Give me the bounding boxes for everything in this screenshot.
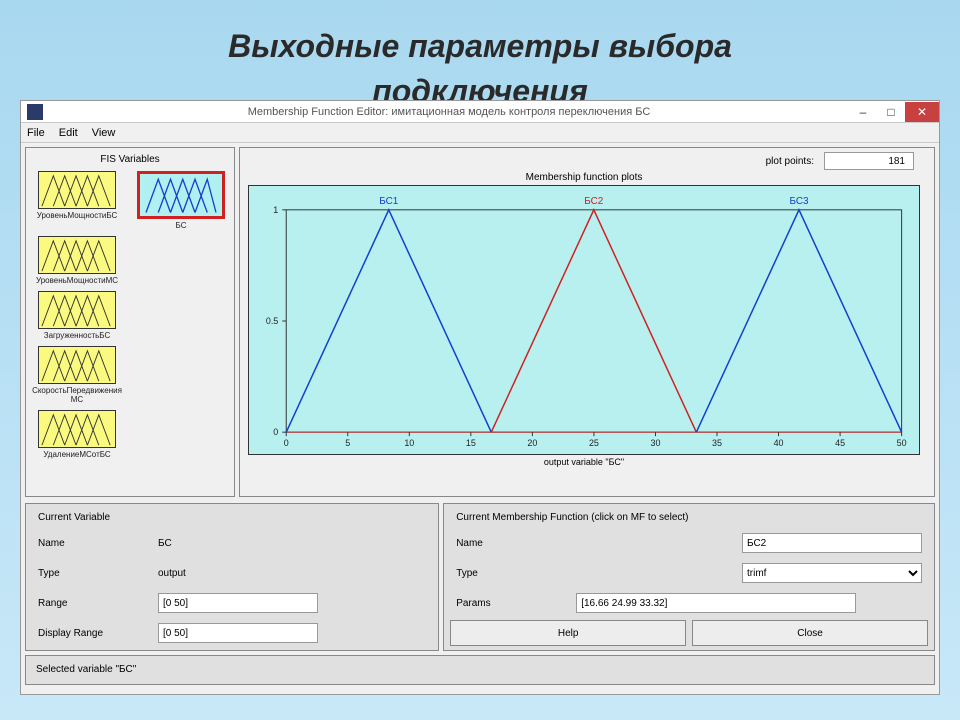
- plot-points-input[interactable]: [824, 152, 914, 170]
- svg-text:БС3: БС3: [789, 196, 809, 207]
- mf-editor-window: Membership Function Editor: имитационная…: [20, 100, 940, 695]
- titlebar: Membership Function Editor: имитационная…: [21, 101, 939, 123]
- input-var-5[interactable]: [38, 410, 116, 448]
- mf-type-select[interactable]: trimf: [742, 563, 922, 583]
- current-var-title: Current Variable: [38, 512, 426, 523]
- svg-text:0.5: 0.5: [266, 316, 278, 326]
- mf-params-input[interactable]: [576, 593, 856, 613]
- mf-name-label: Name: [456, 538, 576, 549]
- svg-text:50: 50: [897, 438, 907, 448]
- window-controls: – □ ✕: [849, 102, 939, 122]
- plot-xlabel: output variable "БС": [244, 457, 924, 467]
- maximize-button[interactable]: □: [877, 102, 905, 122]
- mf-name-input[interactable]: [742, 533, 922, 553]
- svg-text:25: 25: [589, 438, 599, 448]
- input-var-4-label: СкоростьПередвиженияМС: [32, 386, 122, 404]
- output-var[interactable]: [137, 171, 225, 219]
- close-panel-button[interactable]: Close: [692, 620, 928, 646]
- plot-title: Membership function plots: [244, 172, 924, 183]
- input-var-3-label: ЗагруженностьБС: [32, 331, 122, 340]
- help-button[interactable]: Help: [450, 620, 686, 646]
- cv-range-label: Range: [38, 598, 158, 609]
- close-button[interactable]: ✕: [905, 102, 939, 122]
- fis-variables-label: FIS Variables: [32, 154, 228, 165]
- current-variable-panel: Current Variable Name БС Type output Ran…: [25, 503, 439, 651]
- mf-params-label: Params: [456, 598, 576, 609]
- input-var-1-label: УровеньМощностиБС: [32, 211, 122, 220]
- output-var-label: БС: [136, 221, 226, 230]
- svg-text:1: 1: [273, 205, 278, 215]
- svg-text:15: 15: [466, 438, 476, 448]
- svg-text:5: 5: [345, 438, 350, 448]
- plot-points-label: plot points:: [766, 156, 814, 167]
- minimize-button[interactable]: –: [849, 102, 877, 122]
- current-mf-title: Current Membership Function (click on MF…: [456, 512, 922, 523]
- svg-text:35: 35: [712, 438, 722, 448]
- app-icon: [27, 104, 43, 120]
- input-var-1[interactable]: [38, 171, 116, 209]
- mf-plot[interactable]: 0 5 10 15 20 25 30 35 40 45 50 0 0.5 1 БС1 БС2 БС3: [248, 185, 920, 455]
- mf-type-label: Type: [456, 568, 576, 579]
- menubar: File Edit View: [21, 123, 939, 143]
- cv-name-value: БС: [158, 538, 426, 549]
- svg-text:45: 45: [835, 438, 845, 448]
- plot-panel: plot points: Membership function plots 0…: [239, 147, 935, 497]
- menu-file[interactable]: File: [27, 127, 45, 139]
- input-var-5-label: УдалениеМСотБС: [32, 450, 122, 459]
- svg-text:БС2: БС2: [584, 196, 604, 207]
- cv-name-label: Name: [38, 538, 158, 549]
- input-var-3[interactable]: [38, 291, 116, 329]
- cv-disprange-input[interactable]: [158, 623, 318, 643]
- status-bar: Selected variable "БС": [25, 655, 935, 685]
- slide-title: Выходные параметры выбора: [0, 0, 960, 73]
- cv-type-label: Type: [38, 568, 158, 579]
- svg-text:10: 10: [404, 438, 414, 448]
- menu-edit[interactable]: Edit: [59, 127, 78, 139]
- cv-range-input[interactable]: [158, 593, 318, 613]
- menu-view[interactable]: View: [92, 127, 116, 139]
- svg-text:40: 40: [774, 438, 784, 448]
- window-title: Membership Function Editor: имитационная…: [49, 106, 849, 118]
- svg-text:20: 20: [527, 438, 537, 448]
- input-var-4[interactable]: [38, 346, 116, 384]
- cv-disprange-label: Display Range: [38, 628, 158, 639]
- svg-text:БС1: БС1: [379, 196, 399, 207]
- svg-text:0: 0: [284, 438, 289, 448]
- svg-text:30: 30: [650, 438, 660, 448]
- input-var-2[interactable]: [38, 236, 116, 274]
- current-mf-panel: Current Membership Function (click on MF…: [443, 503, 935, 651]
- svg-text:0: 0: [273, 427, 278, 437]
- fis-variables-panel: FIS Variables УровеньМощностиБС БС: [25, 147, 235, 497]
- cv-type-value: output: [158, 568, 426, 579]
- input-var-2-label: УровеньМощностиМС: [32, 276, 122, 285]
